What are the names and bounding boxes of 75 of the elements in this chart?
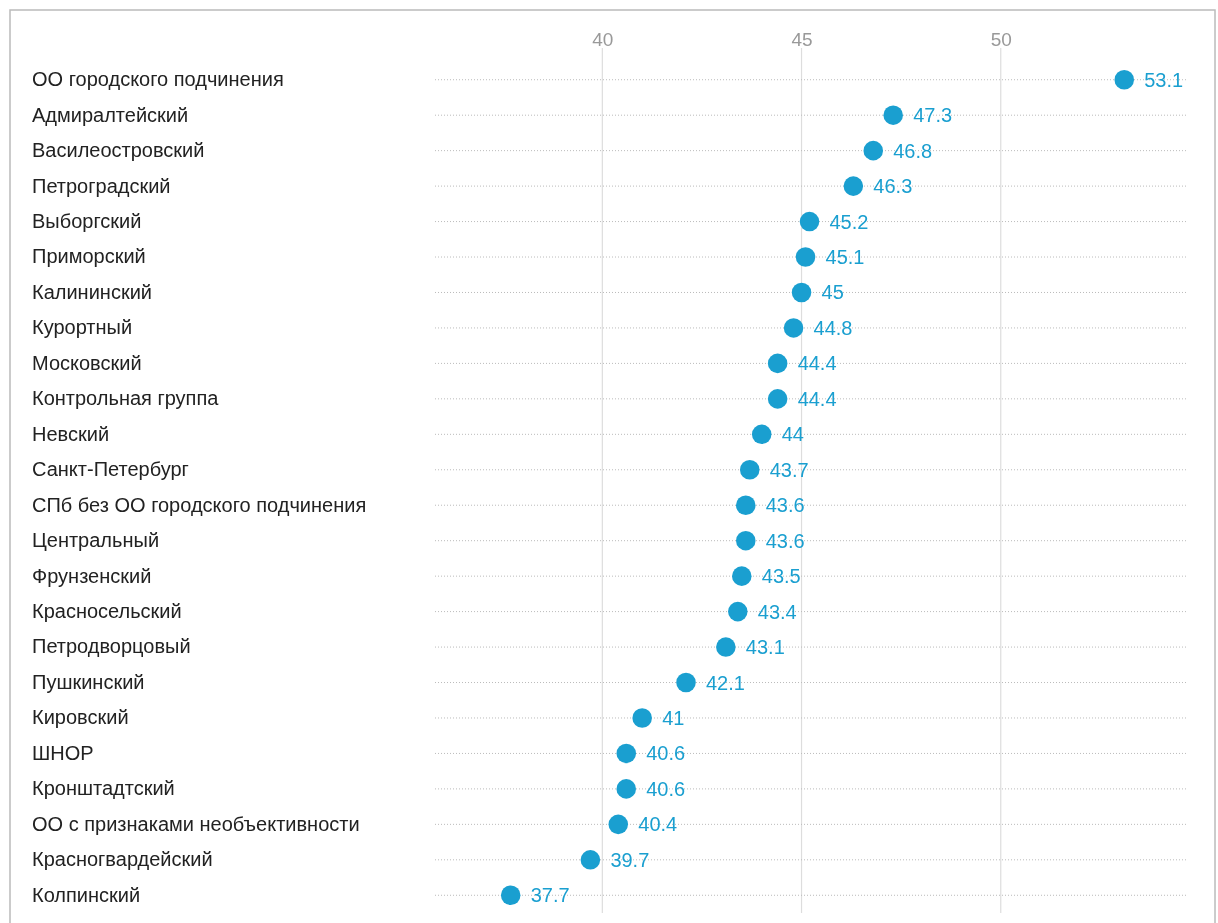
point (791, 282, 812, 303)
point (883, 105, 903, 125)
point (608, 814, 629, 835)
y-tick-label: Невский (32, 422, 110, 445)
y-tick-label: ОО городского подчинения (32, 68, 284, 91)
point (795, 247, 816, 267)
x-tick-label: 45 (791, 28, 813, 50)
data-label: 53.1 (1144, 68, 1184, 91)
data-label: 43.6 (765, 529, 805, 552)
data-label: 41 (662, 706, 685, 729)
y-tick-label: Колпинский (32, 883, 141, 906)
point (735, 530, 756, 551)
x-tick-label: 40 (592, 28, 614, 50)
y-tick-label: Контрольная группа (32, 387, 220, 410)
y-tick-label: Адмиралтейский (32, 103, 189, 126)
data-label: 44 (781, 423, 804, 446)
point (751, 424, 772, 445)
y-tick-label: Санкт-Петербург (32, 458, 189, 481)
y-tick-label: Василеостровский (32, 139, 205, 162)
point (716, 637, 736, 657)
data-label: 47.3 (913, 104, 953, 127)
data-label: 40.6 (646, 742, 686, 765)
x-tick-label: 50 (990, 28, 1012, 50)
point (783, 318, 804, 338)
y-tick-label: Курортный (32, 316, 133, 339)
point (732, 566, 752, 586)
point (735, 495, 756, 515)
data-label: 43.6 (765, 494, 805, 517)
y-tick-label: Красносельский (32, 600, 182, 622)
data-label: 40.6 (646, 777, 686, 800)
data-label: 42.1 (706, 671, 745, 694)
data-label: 43.7 (769, 458, 809, 481)
y-tick-label: Московский (32, 351, 142, 374)
data-label: 46.8 (893, 139, 933, 162)
point (799, 211, 820, 232)
y-tick-label: Красногвардейский (32, 848, 213, 871)
y-tick-label: Петроградский (32, 174, 171, 197)
y-tick-label: Центральный (32, 529, 160, 552)
point (500, 885, 521, 906)
point (616, 743, 637, 764)
data-label: 46.3 (873, 175, 913, 198)
data-label: 43.5 (761, 565, 801, 588)
y-tick-label: Калининский (32, 280, 152, 303)
data-label: 43.1 (745, 636, 785, 659)
data-label: 37.7 (530, 884, 570, 907)
y-tick-label: ШНОР (32, 741, 94, 764)
y-tick-label: Выборгский (32, 209, 142, 232)
y-tick-label: Пушкинский (32, 670, 145, 693)
y-tick-label: Кировский (32, 706, 129, 729)
data-label: 45 (821, 281, 844, 304)
y-tick-label: Кронштадтский (32, 777, 175, 800)
point (580, 850, 601, 870)
point (739, 460, 760, 480)
point (1114, 69, 1135, 90)
point (843, 176, 864, 196)
data-label: 40.4 (638, 813, 678, 836)
data-label: 44.4 (797, 352, 837, 375)
point (616, 779, 637, 799)
y-tick-label: СПб без ОО городского подчинения (32, 493, 367, 516)
data-label: 39.7 (610, 848, 650, 871)
y-tick-label: Приморский (32, 245, 146, 268)
y-tick-label: ОО с признаками необъективности (32, 812, 360, 835)
y-tick-label: Петродворцовый (32, 635, 191, 658)
point (767, 353, 788, 374)
point (728, 601, 748, 622)
point (767, 389, 788, 409)
point (632, 708, 652, 728)
data-label: 45.1 (825, 246, 865, 269)
y-tick-label: Фрунзенский (32, 564, 152, 587)
point (676, 672, 696, 693)
data-label: 44.8 (813, 316, 853, 339)
point (863, 140, 884, 161)
data-label: 44.4 (797, 387, 837, 410)
data-label: 43.4 (757, 600, 797, 623)
data-label: 45.2 (829, 210, 869, 233)
